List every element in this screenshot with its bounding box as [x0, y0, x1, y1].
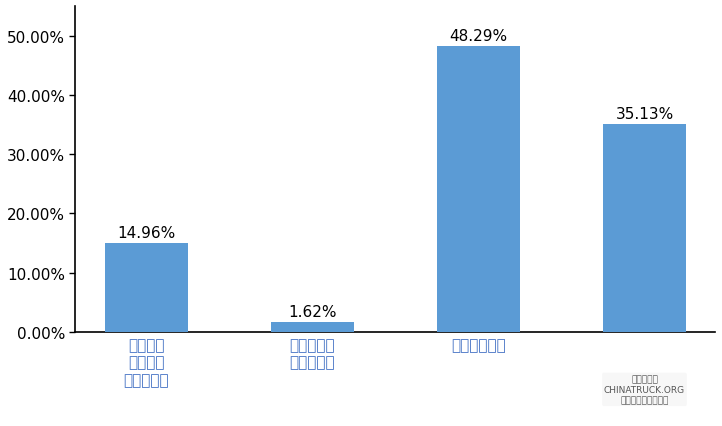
Text: 48.29%: 48.29%	[449, 29, 508, 43]
Bar	[603, 124, 686, 332]
Bar	[437, 46, 520, 332]
Text: 1.62%: 1.62%	[288, 305, 336, 320]
Text: 中国卡车网
CHINATRUCK.ORG
因为专业，所以专注: 中国卡车网 CHINATRUCK.ORG 因为专业，所以专注	[604, 374, 685, 404]
Text: 14.96%: 14.96%	[117, 226, 175, 241]
Bar	[105, 244, 188, 332]
Bar	[271, 323, 354, 332]
Text: 35.13%: 35.13%	[615, 106, 674, 121]
